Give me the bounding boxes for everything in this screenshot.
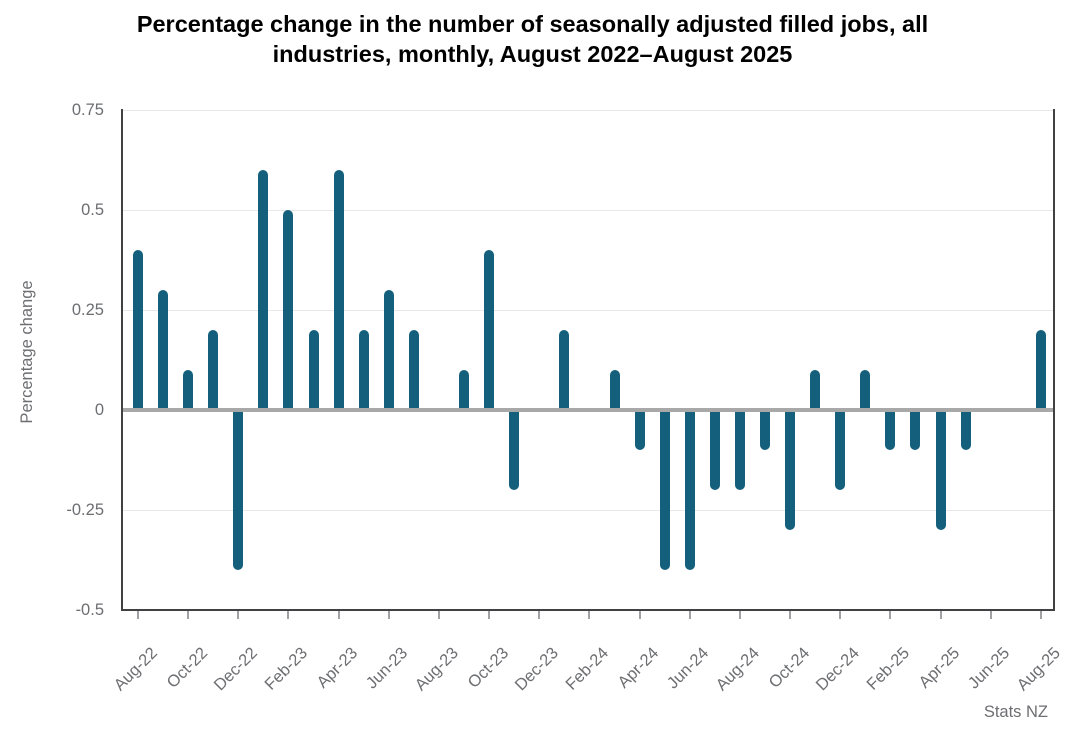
x-tick [187, 611, 190, 619]
y-tick-label: 0.25 [71, 301, 104, 319]
bar [885, 410, 896, 450]
bar [208, 330, 219, 410]
x-tick-label: Oct-24 [765, 644, 813, 692]
y-tick-label: -0.5 [75, 601, 104, 619]
bar [910, 410, 921, 450]
right-axis-line [1053, 109, 1055, 611]
x-tick-label: Apr-24 [614, 644, 663, 692]
bar [258, 170, 269, 410]
y-tick-label: -0.25 [66, 501, 104, 519]
x-tick [437, 611, 440, 619]
x-tick [387, 611, 390, 619]
x-tick [237, 611, 240, 619]
x-tick [738, 611, 741, 619]
source-label: Stats NZ [983, 703, 1048, 721]
y-tick-label: 0 [94, 401, 104, 419]
x-tick [137, 611, 139, 619]
chart-title: Percentage change in the number of seaso… [0, 9, 1065, 69]
bar [734, 410, 745, 490]
x-tick [939, 611, 942, 619]
bar [609, 370, 620, 410]
chart-title-line1: Percentage change in the number of seaso… [136, 11, 929, 37]
x-tick [789, 611, 792, 619]
x-tick-label: Jun-25 [965, 644, 1014, 693]
bar [133, 250, 143, 410]
bar [634, 410, 645, 450]
zero-axis-line [122, 408, 1055, 412]
x-tick [488, 611, 491, 619]
bar [158, 290, 169, 410]
x-tick [538, 611, 541, 619]
bar [459, 370, 470, 410]
bar [659, 410, 670, 570]
bar [1035, 330, 1046, 410]
bar [684, 410, 695, 570]
x-tick [287, 611, 290, 619]
y-axis-line [121, 109, 123, 611]
gridline [122, 110, 1055, 111]
bar [835, 410, 846, 490]
bar [358, 330, 369, 410]
x-tick-label: Feb-23 [261, 644, 312, 694]
plot-area [122, 110, 1055, 611]
x-tick-label: Apr-25 [915, 644, 964, 692]
x-tick [839, 611, 842, 619]
bar [935, 410, 946, 530]
bar [308, 330, 319, 410]
bar [559, 330, 570, 410]
x-tick [588, 611, 591, 619]
x-tick [337, 611, 340, 619]
bar [709, 410, 720, 490]
chart-title-line2: industries, monthly, August 2022–August … [272, 41, 793, 67]
x-tick-label: Jun-23 [363, 644, 412, 693]
x-tick-label: Dec-22 [210, 644, 262, 695]
x-tick [1039, 611, 1042, 619]
gridline [122, 210, 1055, 211]
x-tick-label: Aug-25 [1013, 644, 1064, 695]
bar [810, 370, 821, 410]
x-tick [638, 611, 641, 619]
x-tick-label: Oct-22 [163, 644, 211, 692]
x-tick-label: Feb-24 [562, 644, 613, 694]
x-tick-label: Feb-25 [863, 644, 914, 694]
bar [383, 290, 394, 410]
x-tick-label: Aug-22 [110, 644, 161, 695]
bar [860, 370, 871, 410]
y-tick-label: 0.5 [81, 201, 104, 219]
bar [760, 410, 770, 450]
x-tick-label: Dec-23 [511, 644, 563, 695]
gridline [122, 510, 1055, 511]
bar [408, 330, 419, 410]
bar [233, 410, 244, 570]
bar [484, 250, 495, 410]
x-tick-label: Jun-24 [664, 644, 713, 693]
bar [785, 410, 796, 530]
x-tick-label: Dec-24 [812, 644, 863, 695]
bar [960, 410, 971, 450]
x-tick-label: Aug-23 [411, 644, 462, 695]
bar [509, 410, 520, 490]
bar [183, 370, 194, 410]
y-tick-label: 0.75 [71, 101, 104, 119]
x-tick-label: Aug-24 [712, 644, 763, 695]
x-axis-line [121, 609, 1055, 611]
x-tick [889, 611, 892, 619]
gridline [122, 310, 1055, 311]
x-tick [688, 611, 691, 619]
x-tick [989, 611, 992, 619]
bar [333, 170, 344, 410]
bar [283, 210, 294, 410]
x-tick-label: Oct-23 [464, 644, 512, 692]
x-tick-label: Apr-23 [313, 644, 362, 692]
